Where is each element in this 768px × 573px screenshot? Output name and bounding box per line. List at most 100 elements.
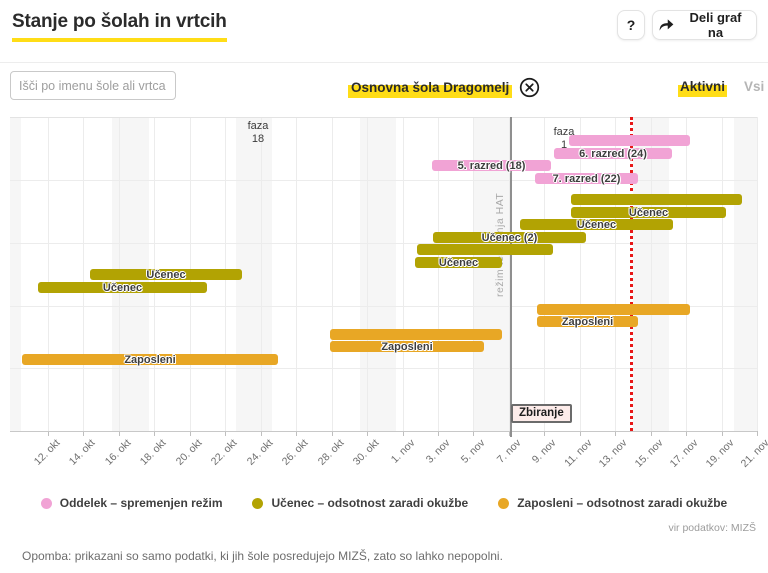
v-gridline xyxy=(83,117,84,431)
bar-label: 6. razred (24) xyxy=(579,147,647,160)
chip-label: Osnovna šola Dragomelj xyxy=(348,77,513,98)
plot-top-border xyxy=(10,117,757,118)
v-gridline xyxy=(615,117,616,431)
gantt-bar-zaposleni[interactable]: Zaposleni xyxy=(22,353,278,366)
weekend-band xyxy=(360,117,396,431)
gantt-bar-ucenec[interactable]: Učenec xyxy=(571,207,726,219)
v-gridline xyxy=(367,117,368,431)
x-tick xyxy=(473,431,474,436)
gantt-bar-ucenec[interactable]: Učenec xyxy=(415,256,502,269)
share-button-label: Deli graf na xyxy=(689,10,742,40)
remove-filter-icon[interactable] xyxy=(519,77,540,98)
zaposleni-legend-dot-icon xyxy=(498,497,510,509)
gantt-bar-zaposleni[interactable]: Zaposleni xyxy=(537,315,638,328)
x-tick xyxy=(367,431,368,436)
x-tick-label: 18. okt xyxy=(137,437,169,468)
help-button[interactable]: ? xyxy=(617,10,645,40)
legend-item-oddelek[interactable]: Oddelek – spremenjen režim xyxy=(40,496,223,510)
x-tick xyxy=(48,431,49,436)
gantt-bar-oddelek[interactable]: 7. razred (22) xyxy=(535,172,638,185)
x-tick-label: 7. nov xyxy=(494,437,524,466)
x-tick xyxy=(615,431,616,436)
x-tick xyxy=(225,431,226,436)
v-gridline xyxy=(403,117,404,431)
x-tick-label: 11. nov xyxy=(562,437,595,470)
gantt-bar-zaposleni[interactable] xyxy=(330,329,502,340)
header-divider xyxy=(0,62,768,63)
status-toggle: Aktivni Vsi xyxy=(678,78,764,97)
school-filter-chip: Osnovna šola Dragomelj xyxy=(348,77,540,98)
gantt-bar-ucenec[interactable]: Učenec xyxy=(90,268,242,281)
gantt-bar-ucenec[interactable]: Učenec xyxy=(38,281,207,294)
x-tick-label: 1. nov xyxy=(388,437,418,466)
legend-item-zaposleni[interactable]: Zaposleni – odsotnost zaradi okužbe xyxy=(498,496,727,510)
x-tick-label: 30. okt xyxy=(350,437,382,468)
footnote: Opomba: prikazani so samo podatki, ki ji… xyxy=(22,549,503,563)
bar-label: Učenec xyxy=(576,218,617,231)
weekend-band xyxy=(633,117,669,431)
bar-label: Zaposleni xyxy=(124,353,176,366)
x-tick xyxy=(580,431,581,436)
weekend-band xyxy=(734,117,757,431)
data-source: vir podatkov: MIZŠ xyxy=(668,522,756,534)
x-tick-label: 24. okt xyxy=(244,437,276,468)
page-title-text: Stanje po šolah in vrtcih xyxy=(12,11,227,42)
zbiranje-box[interactable]: Zbiranje xyxy=(511,404,572,423)
gantt-bar-ucenec[interactable]: Učenec xyxy=(520,218,673,231)
v-gridline xyxy=(261,117,262,431)
x-tick-label: 5. nov xyxy=(458,437,488,466)
x-tick xyxy=(438,431,439,436)
x-tick xyxy=(651,431,652,436)
bar-label: Učenec xyxy=(146,268,186,281)
x-tick-label: 21. nov xyxy=(738,437,768,470)
x-tick xyxy=(154,431,155,436)
gantt-bar-oddelek[interactable] xyxy=(569,135,690,146)
bar-label: 5. razred (18) xyxy=(457,159,526,172)
x-tick xyxy=(119,431,120,436)
legend-label: Oddelek – spremenjen režim xyxy=(59,496,223,510)
x-tick xyxy=(686,431,687,436)
school-search-input[interactable] xyxy=(10,71,176,100)
v-gridline xyxy=(686,117,687,431)
legend-label: Zaposleni – odsotnost zaradi okužbe xyxy=(517,496,728,510)
x-tick-label: 14. okt xyxy=(66,437,98,468)
gantt-bar-oddelek[interactable]: 6. razred (24) xyxy=(554,147,672,160)
toggle-active[interactable]: Aktivni xyxy=(678,78,728,97)
x-tick xyxy=(722,431,723,436)
x-tick xyxy=(190,431,191,436)
x-tick-label: 22. okt xyxy=(208,437,240,468)
share-button[interactable]: Deli graf na xyxy=(652,10,757,40)
gantt-bar-oddelek[interactable]: 5. razred (18) xyxy=(432,159,551,172)
v-gridline xyxy=(757,117,758,431)
chart-legend: Oddelek – spremenjen režim Učenec – odsot… xyxy=(0,496,768,510)
share-arrow-icon xyxy=(659,18,674,32)
gantt-bar-ucenec[interactable]: Učenec (2) xyxy=(433,232,586,244)
v-gridline xyxy=(722,117,723,431)
gantt-bar-ucenec[interactable] xyxy=(571,194,742,205)
h-gridline xyxy=(10,180,757,181)
oddelek-legend-dot-icon xyxy=(40,497,52,509)
legend-item-ucenec[interactable]: Učenec – odsotnost zaradi okužbe xyxy=(252,496,468,510)
v-gridline xyxy=(580,117,581,431)
gantt-bar-zaposleni[interactable]: Zaposleni xyxy=(330,340,484,353)
bar-label: Učenec xyxy=(438,256,479,269)
x-tick-label: 19. nov xyxy=(703,437,737,470)
gantt-bar-ucenec[interactable] xyxy=(417,244,553,255)
x-tick xyxy=(332,431,333,436)
x-tick-label: 20. okt xyxy=(173,437,205,468)
x-tick-label: 9. nov xyxy=(529,437,559,466)
x-tick-label: 17. nov xyxy=(667,437,701,470)
bar-label: Zaposleni xyxy=(561,315,614,328)
ucenec-legend-dot-icon xyxy=(252,497,264,509)
gantt-bar-zaposleni[interactable] xyxy=(537,304,690,315)
x-tick-label: 3. nov xyxy=(423,437,453,466)
x-tick xyxy=(83,431,84,436)
bar-label: 7. razred (22) xyxy=(552,172,621,185)
bar-label: Učenec xyxy=(102,281,143,294)
toggle-all[interactable]: Vsi xyxy=(744,79,765,94)
x-tick xyxy=(261,431,262,436)
v-gridline xyxy=(651,117,652,431)
x-tick-label: 16. okt xyxy=(102,437,134,468)
bar-label: Zaposleni xyxy=(381,340,433,353)
